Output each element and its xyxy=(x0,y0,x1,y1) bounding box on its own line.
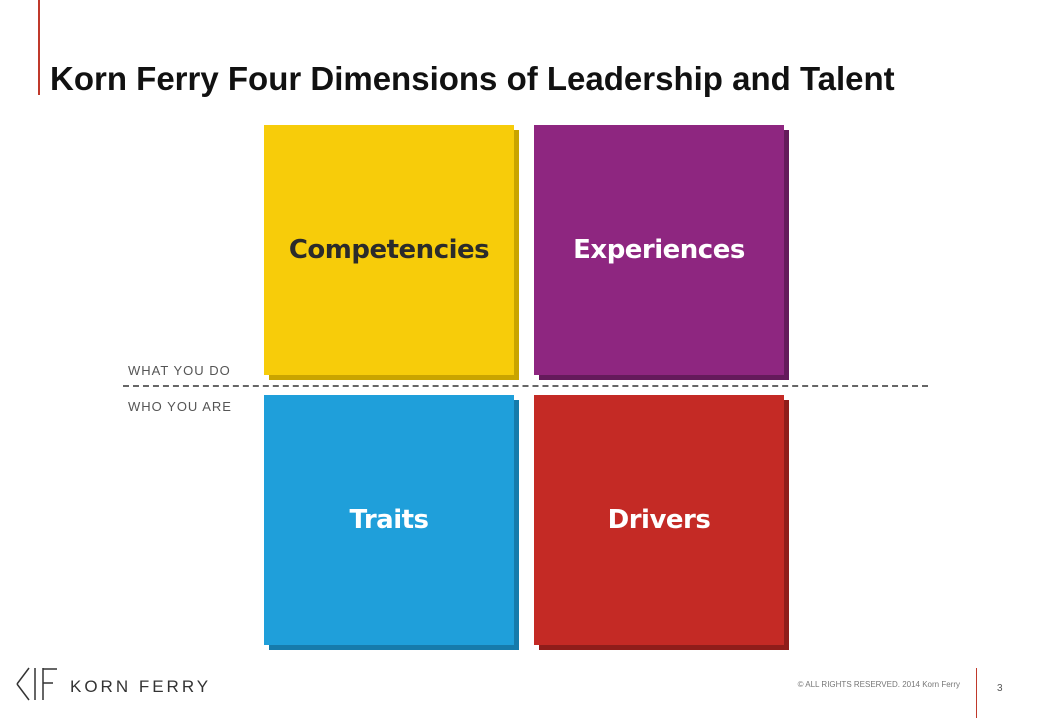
korn-ferry-logo-icon xyxy=(15,664,65,709)
quadrant-label-experiences: Experiences xyxy=(573,235,745,265)
footer-accent-rule xyxy=(976,668,977,718)
quadrant-label-traits: Traits xyxy=(349,505,429,535)
axis-label-who-you-are: WHO YOU ARE xyxy=(128,399,232,414)
page-title: Korn Ferry Four Dimensions of Leadership… xyxy=(50,60,895,97)
logo-wordmark: KORN FERRY xyxy=(70,677,212,696)
quadrant-drivers: Drivers xyxy=(534,395,784,645)
dashed-divider xyxy=(123,385,928,387)
quadrant-traits: Traits xyxy=(264,395,514,645)
quadrant-label-competencies: Competencies xyxy=(288,235,490,265)
axis-label-what-you-do: WHAT YOU DO xyxy=(128,363,231,378)
page-number: 3 xyxy=(997,683,1003,694)
quadrant-competencies: Competencies xyxy=(264,125,514,375)
quadrant-label-drivers: Drivers xyxy=(607,505,711,535)
top-accent-rule xyxy=(38,0,40,95)
copyright-text: © ALL RIGHTS RESERVED. 2014 Korn Ferry xyxy=(797,680,960,689)
quadrant-experiences: Experiences xyxy=(534,125,784,375)
